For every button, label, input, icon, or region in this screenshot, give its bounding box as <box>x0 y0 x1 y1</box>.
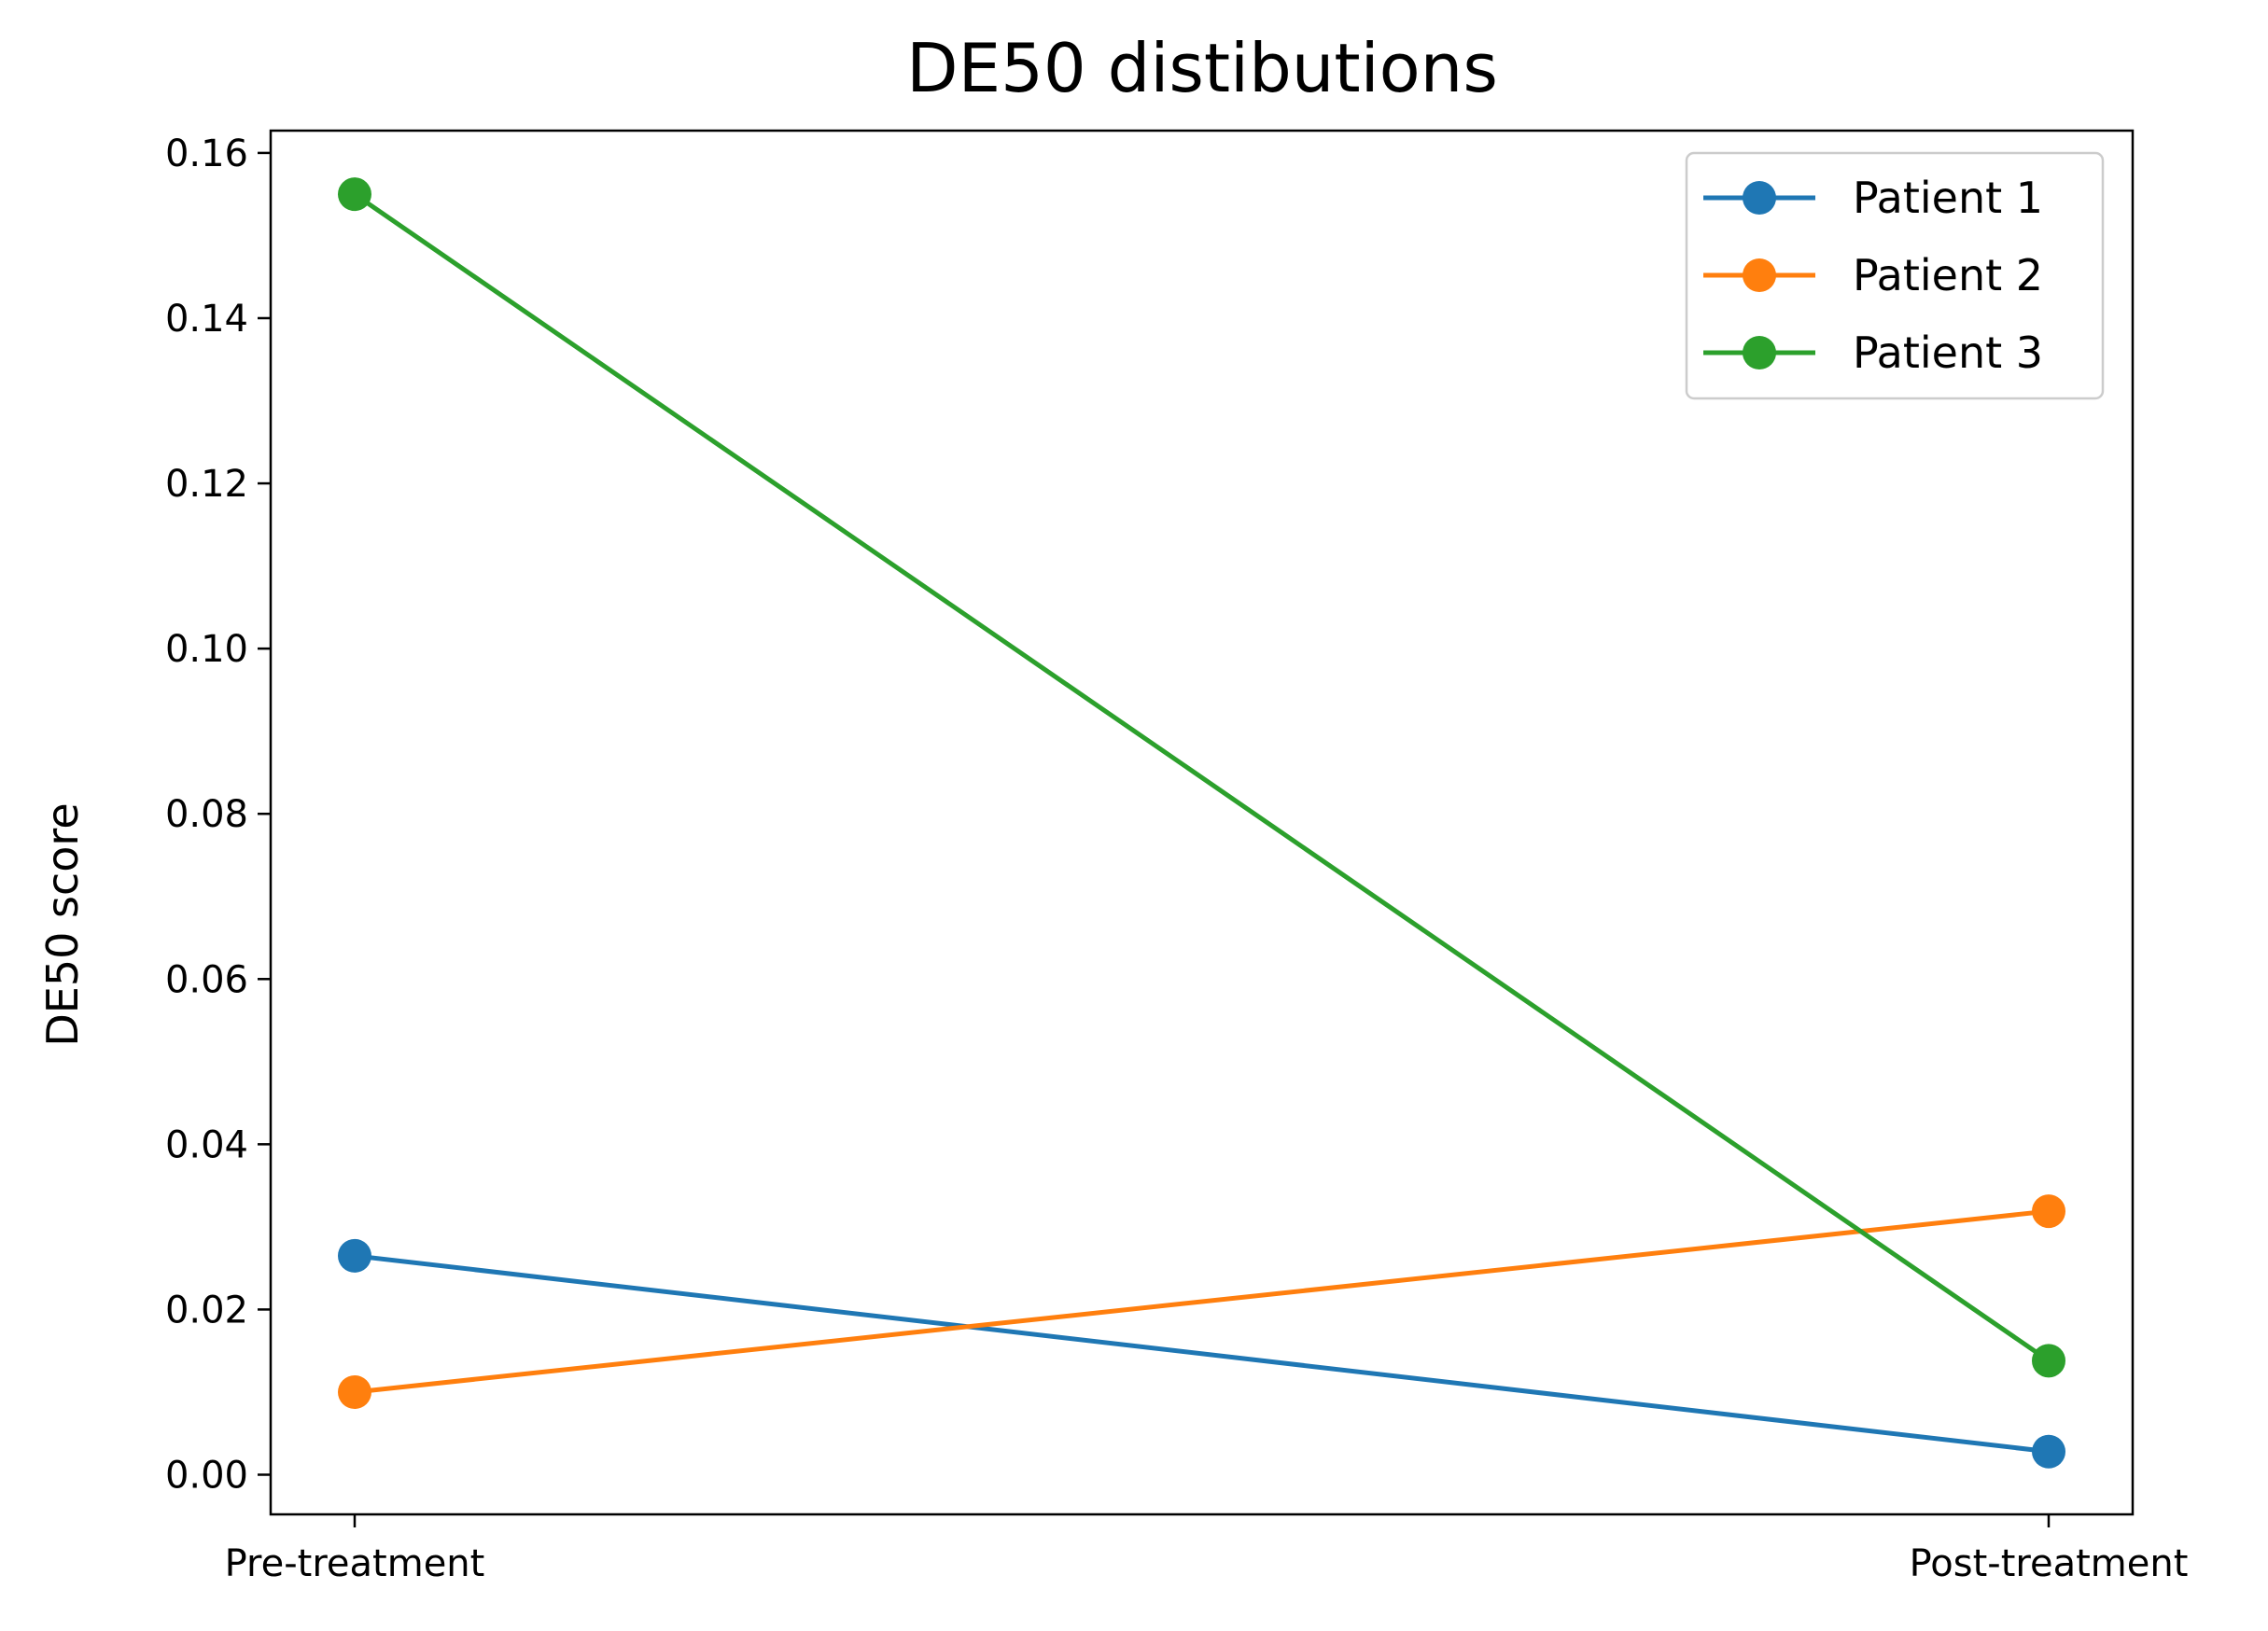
y-tick-label: 0.04 <box>165 1123 248 1166</box>
series-line <box>353 192 2051 1363</box>
legend-label: Patient 2 <box>1853 250 2043 300</box>
y-tick-label: 0.10 <box>165 628 248 671</box>
legend-marker <box>1743 181 1776 215</box>
series-3 <box>338 177 2065 1378</box>
y-axis-label: DE50 score <box>37 802 88 1046</box>
legend-item: Patient 3 <box>1703 328 2043 378</box>
y-tick-label: 0.00 <box>165 1455 248 1498</box>
legend-marker <box>1743 258 1776 292</box>
data-point <box>2032 1194 2065 1229</box>
x-tick-label: Post-treatment <box>1910 1542 2189 1585</box>
y-tick-label: 0.06 <box>165 958 248 1001</box>
chart-title: DE50 distibutions <box>906 29 1498 107</box>
data-point <box>338 1374 371 1409</box>
data-point <box>338 1238 371 1273</box>
plot-area-frame <box>269 129 2135 1516</box>
series-line <box>354 1253 2050 1455</box>
legend-marker <box>1743 336 1776 369</box>
series-layer <box>338 177 2065 1469</box>
y-axis-ticks: 0.00 0.02 0.04 0.06 0.08 0.10 0.12 0.14 0.16 <box>165 132 271 1498</box>
y-tick-label: 0.14 <box>165 298 248 341</box>
legend-item: Patient 2 <box>1703 250 2043 300</box>
legend-label: Patient 1 <box>1853 173 2043 223</box>
y-tick-label: 0.12 <box>165 463 248 506</box>
series-2 <box>338 1194 2065 1409</box>
data-point <box>2032 1434 2065 1469</box>
y-tick-label: 0.02 <box>165 1289 248 1331</box>
x-axis-ticks: Pre-treatment Post-treatment <box>225 1514 2189 1585</box>
x-tick-label: Pre-treatment <box>225 1542 485 1585</box>
legend-frame <box>1685 151 2105 400</box>
legend-label: Patient 3 <box>1853 328 2043 378</box>
y-tick-label: 0.16 <box>165 132 248 175</box>
data-point <box>2032 1344 2065 1378</box>
y-tick-label: 0.08 <box>165 793 248 836</box>
series-line <box>354 1208 2050 1395</box>
data-point <box>338 177 371 212</box>
legend: Patient 1 Patient 2 Patient 3 <box>1685 151 2105 400</box>
series-1 <box>338 1238 2065 1469</box>
legend-item: Patient 1 <box>1703 173 2043 223</box>
